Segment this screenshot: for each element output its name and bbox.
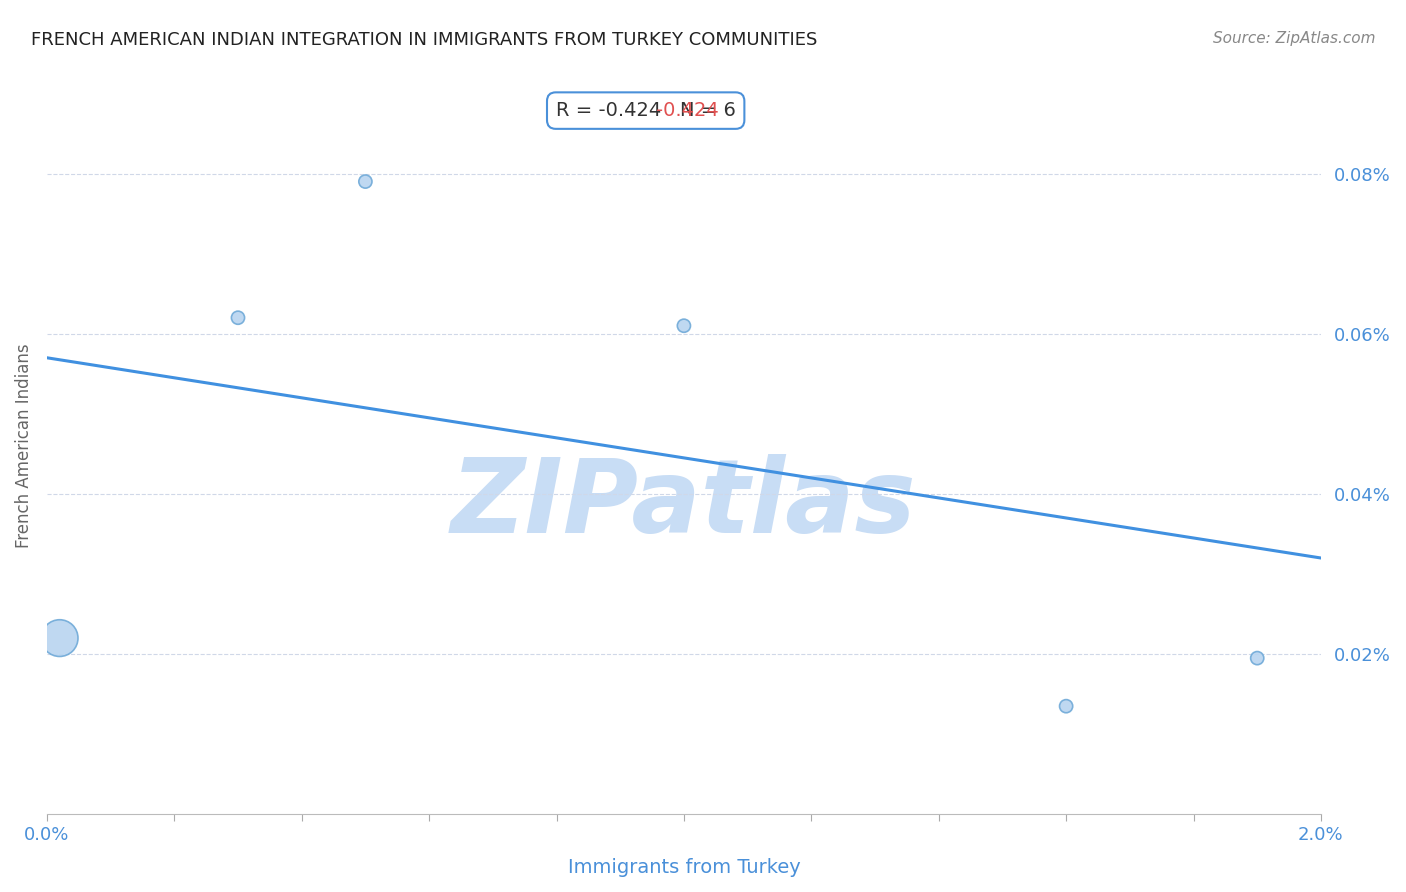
Point <box>1246 651 1268 665</box>
Text: Source: ZipAtlas.com: Source: ZipAtlas.com <box>1212 31 1375 46</box>
X-axis label: Immigrants from Turkey: Immigrants from Turkey <box>568 858 800 877</box>
Point <box>1054 699 1077 714</box>
Text: FRENCH AMERICAN INDIAN INTEGRATION IN IMMIGRANTS FROM TURKEY COMMUNITIES: FRENCH AMERICAN INDIAN INTEGRATION IN IM… <box>31 31 817 49</box>
Point <box>672 318 695 333</box>
Y-axis label: French American Indians: French American Indians <box>15 343 32 549</box>
Point <box>48 631 70 645</box>
Text: -0.424: -0.424 <box>657 101 718 120</box>
Point <box>226 310 249 325</box>
Text: ZIPatlas: ZIPatlas <box>451 454 917 556</box>
Text: R = -0.424   N = 6: R = -0.424 N = 6 <box>555 101 735 120</box>
Point <box>354 175 377 189</box>
